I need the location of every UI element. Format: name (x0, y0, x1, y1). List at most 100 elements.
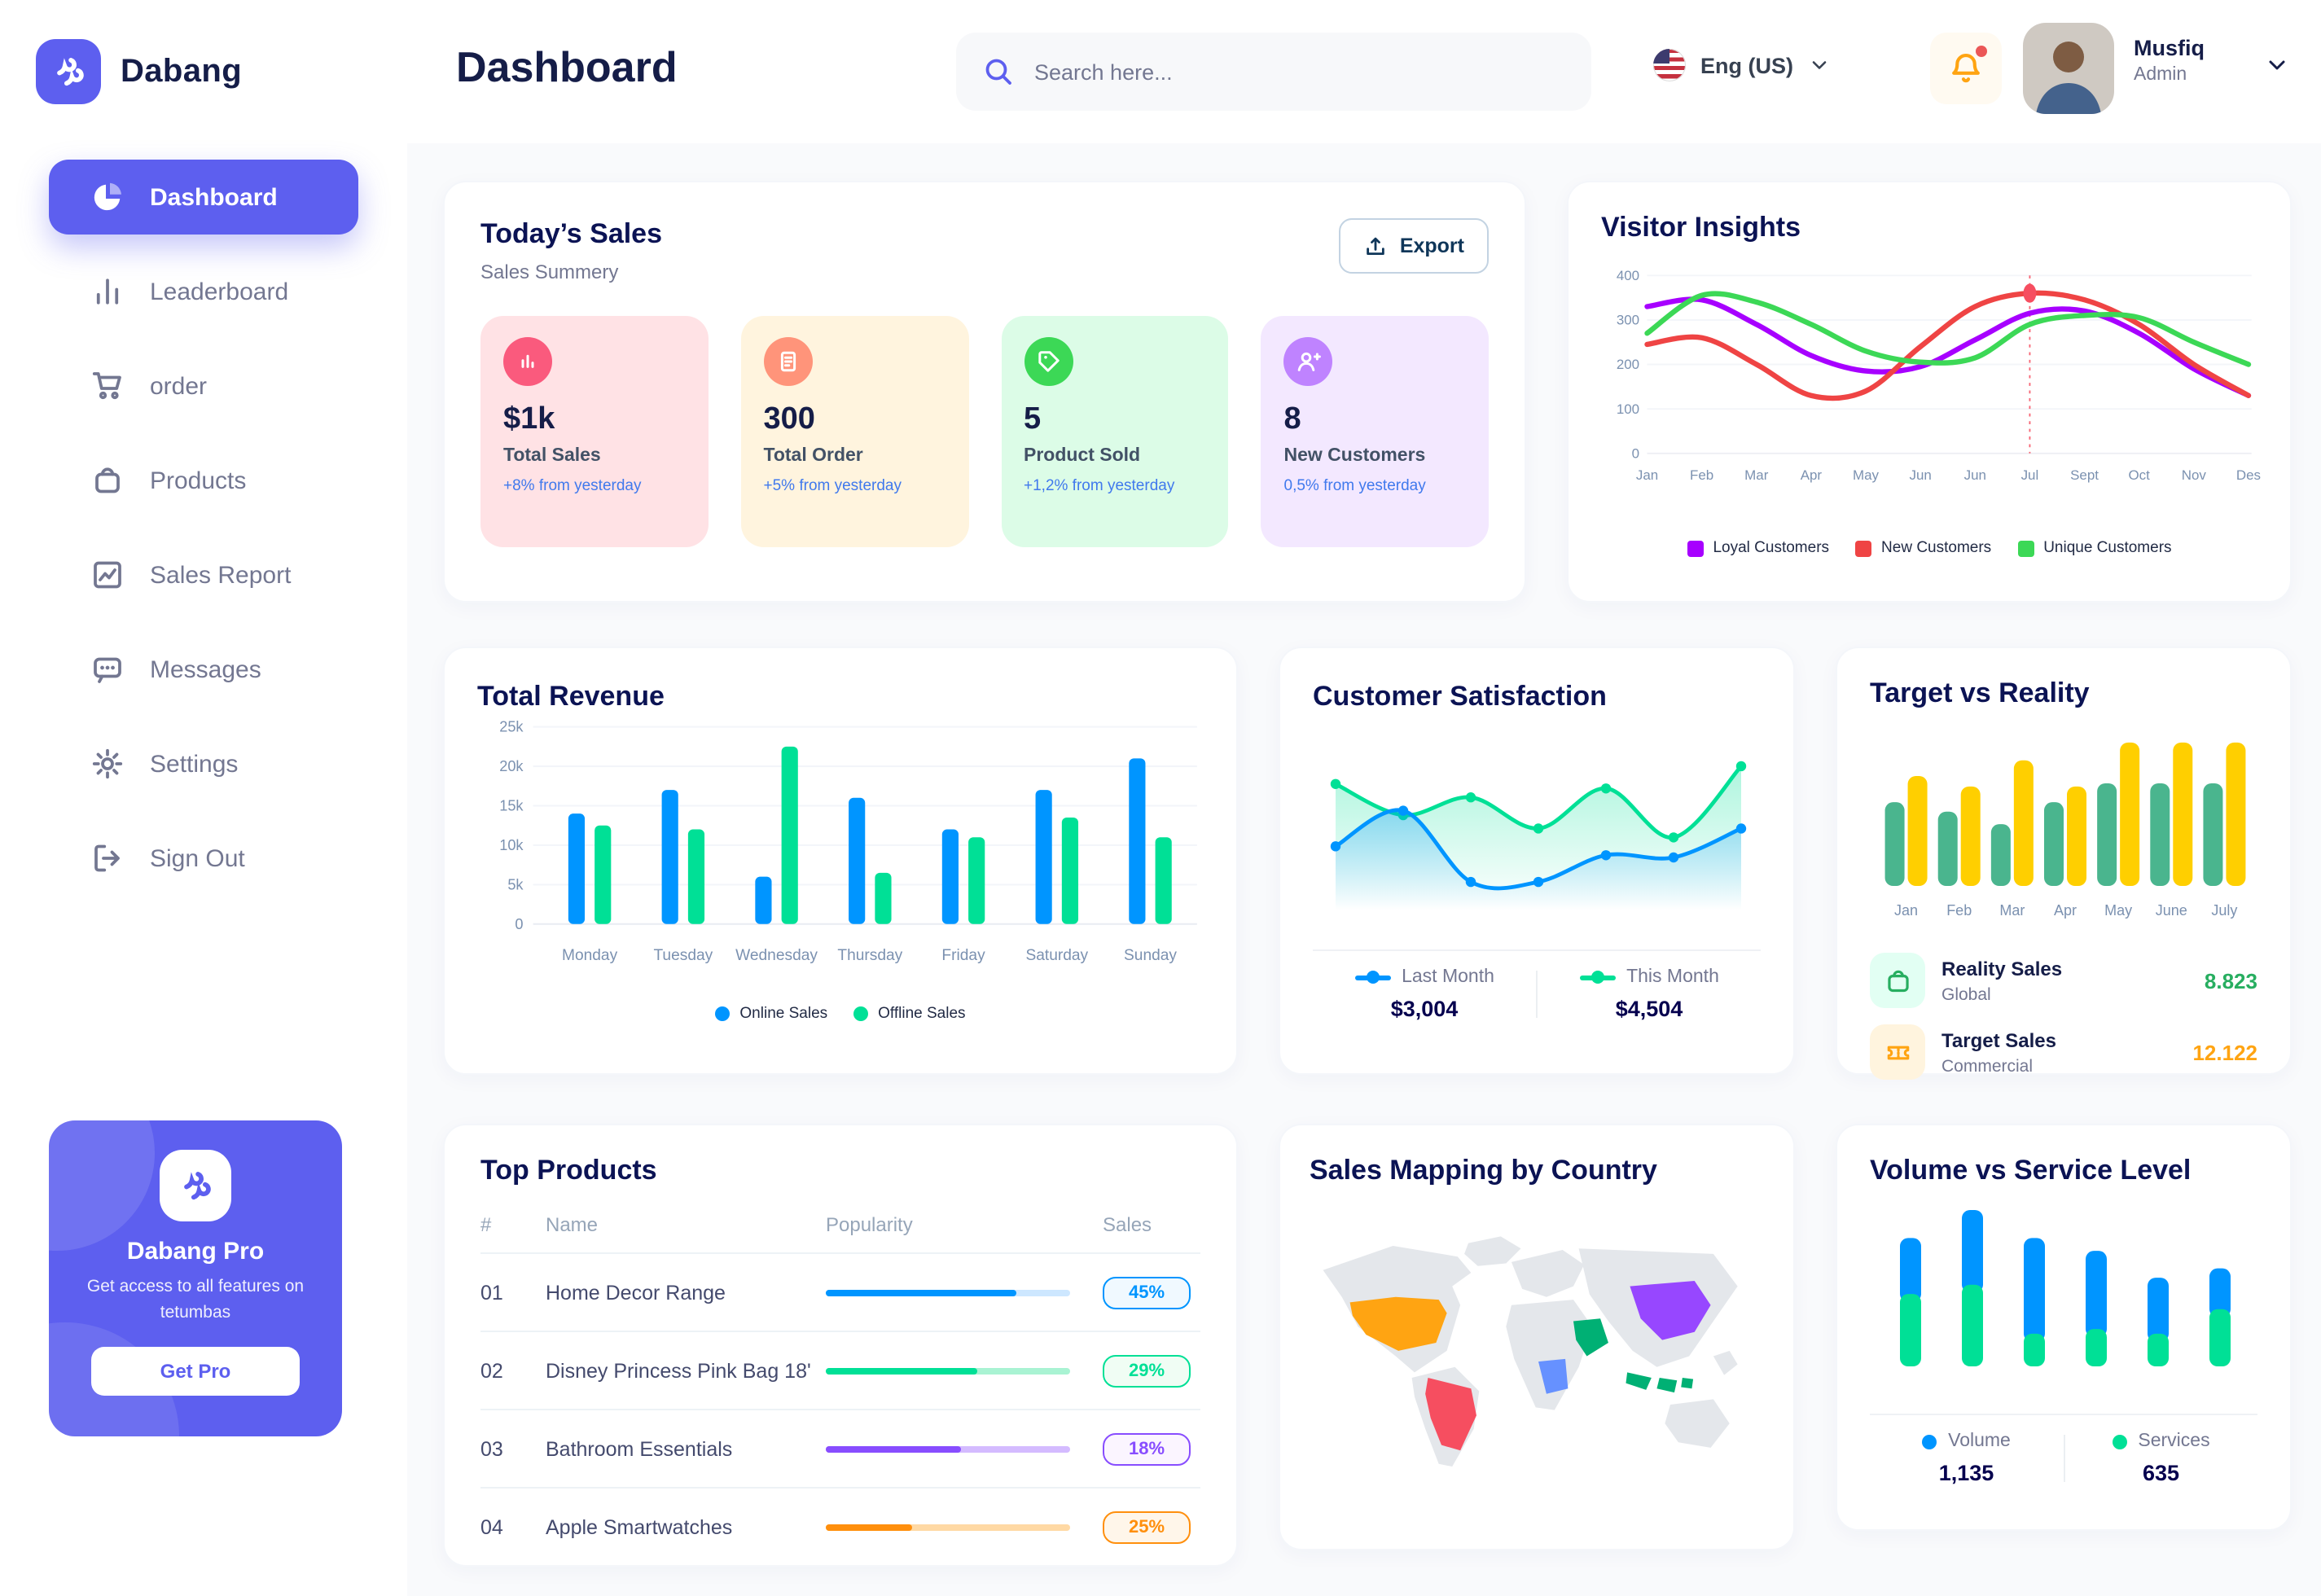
sidebar-item-sales-report[interactable]: Sales Report (49, 537, 358, 612)
map-country-china[interactable] (1630, 1280, 1711, 1340)
popularity-bar (826, 1524, 1070, 1530)
svg-text:Mar: Mar (1999, 902, 2025, 919)
svg-text:Jul: Jul (2021, 467, 2039, 483)
product-name: Bathroom Essentials (546, 1410, 826, 1489)
product-num: 03 (480, 1410, 546, 1489)
summary-label: New Customers (1283, 446, 1426, 466)
map-country-brazil[interactable] (1425, 1377, 1476, 1451)
svg-text:0: 0 (515, 916, 523, 932)
map-country-indonesia[interactable] (1656, 1377, 1678, 1393)
legend-swatch (1922, 1434, 1937, 1449)
pie-chart-icon (91, 181, 124, 213)
column-header-name: Name (546, 1204, 826, 1254)
svg-text:Tuesday: Tuesday (653, 947, 713, 964)
cart-icon (91, 370, 124, 402)
legend-value: 12.122 (2192, 1040, 2257, 1064)
svg-text:Saturday: Saturday (1025, 947, 1088, 964)
svg-text:Thursday: Thursday (837, 947, 902, 964)
pro-upgrade-card: Dabang Pro Get access to all features on… (49, 1120, 342, 1436)
sidebar-item-label: Leaderboard (150, 278, 289, 305)
customer-satisfaction-card: Customer Satisfaction Last Month $3,004 Th… (1279, 647, 1795, 1075)
svg-text:Jun: Jun (1964, 467, 1986, 483)
language-label: Eng (US) (1700, 53, 1793, 77)
volume-vs-service-title: Volume vs Service Level (1870, 1155, 2192, 1186)
map-country-usa[interactable] (1349, 1296, 1447, 1351)
sidebar-item-label: Dashboard (150, 183, 278, 211)
legend-label: Last Month (1402, 967, 1494, 987)
map-country-saudi[interactable] (1573, 1318, 1608, 1357)
sidebar-item-settings[interactable]: Settings (49, 726, 358, 801)
map-land (1464, 1236, 1521, 1266)
notifications-button[interactable] (1930, 33, 2002, 104)
svg-text:400: 400 (1617, 268, 1639, 283)
svg-text:0: 0 (1632, 445, 1639, 461)
sidebar-item-messages[interactable]: Messages (49, 632, 358, 707)
language-selector[interactable]: Eng (US) (1653, 49, 1831, 81)
summary-card-new-customers: 8 New Customers 0,5% from yesterday (1261, 316, 1489, 547)
svg-text:10k: 10k (499, 837, 524, 853)
chevron-down-icon[interactable] (2264, 52, 2290, 78)
gear-icon (91, 748, 124, 780)
svg-text:Monday: Monday (562, 947, 618, 964)
svg-text:15k: 15k (499, 798, 524, 814)
user-menu[interactable]: Musfiq Admin (2134, 36, 2205, 85)
page-title: Dashboard (456, 42, 678, 91)
product-row-02[interactable]: 02 Disney Princess Pink Bag 18' 29% (480, 1331, 1200, 1410)
map-country-congo[interactable] (1538, 1358, 1569, 1394)
legend-row-reality-sales: Reality Sales Global 8.823 (1870, 953, 2257, 1008)
product-row-04[interactable]: 04 Apple Smartwatches 25% (480, 1488, 1200, 1565)
product-name: Home Decor Range (546, 1253, 826, 1332)
legend-label: This Month (1626, 967, 1719, 987)
sales-badge: 18% (1103, 1432, 1191, 1465)
sidebar-item-label: Sign Out (150, 844, 245, 872)
map-country-indonesia[interactable] (1681, 1377, 1694, 1389)
target-vs-reality-chart: Jan Feb Mar Apr May June July (1884, 742, 2246, 919)
world-map (1323, 1236, 1738, 1467)
legend-item-last-month: Last Month $3,004 (1313, 967, 1536, 1021)
export-button[interactable]: Export (1339, 218, 1489, 274)
sign-out-icon (91, 842, 124, 875)
legend-item-loyal-customers: Loyal Customers (1687, 539, 1829, 557)
sidebar-item-dashboard[interactable]: Dashboard (49, 160, 358, 235)
legend-marker (1354, 971, 1391, 984)
order-receipt-icon (763, 337, 813, 386)
legend-label: Unique Customers (2043, 539, 2172, 557)
summary-delta: +1,2% from yesterday (1024, 477, 1175, 495)
shopping-bag-icon (1870, 953, 1925, 1008)
total-revenue-card: Total Revenue 0 5k 10k 15k 20k 25k Monday Tuesd… (443, 647, 1238, 1075)
product-row-01[interactable]: 01 Home Decor Range 45% (480, 1253, 1200, 1332)
summary-label: Product Sold (1024, 446, 1141, 466)
legend-item-new-customers: New Customers (1855, 539, 1991, 557)
top-products-title: Top Products (480, 1155, 657, 1186)
volume-vs-service-card: Volume vs Service Level Volume 1,135 Servi… (1836, 1124, 2292, 1531)
column-header-sales: Sales (1103, 1204, 1200, 1254)
summary-value: 8 (1283, 402, 1301, 436)
svg-text:25k: 25k (499, 719, 524, 735)
legend-item-volume: Volume 1,135 (1870, 1432, 2063, 1485)
sidebar: Dabang Dashboard Leaderboard order Products… (0, 0, 407, 1596)
sidebar-nav: Dashboard Leaderboard order Products Sales R… (0, 160, 407, 896)
sidebar-item-label: Settings (150, 750, 239, 778)
legend-value: 1,135 (1938, 1461, 1994, 1485)
target-vs-reality-title: Target vs Reality (1870, 677, 2090, 708)
customer-satisfaction-title: Customer Satisfaction (1313, 681, 1607, 712)
sidebar-item-sign-out[interactable]: Sign Out (49, 821, 358, 896)
get-pro-button[interactable]: Get Pro (91, 1346, 300, 1395)
brand: Dabang (0, 0, 407, 104)
search-box (956, 33, 1591, 111)
sidebar-item-order[interactable]: order (49, 349, 358, 423)
sidebar-item-label: Products (150, 467, 247, 494)
sidebar-item-products[interactable]: Products (49, 443, 358, 518)
product-row-03[interactable]: 03 Bathroom Essentials 18% (480, 1410, 1200, 1489)
search-input[interactable] (1031, 58, 1526, 86)
map-country-indonesia[interactable] (1626, 1372, 1652, 1390)
sales-mapping-title: Sales Mapping by Country (1310, 1155, 1657, 1186)
summary-delta: +5% from yesterday (763, 477, 902, 495)
total-revenue-legend: Online Sales Offline Sales (477, 1005, 1204, 1023)
svg-text:May: May (2104, 902, 2132, 919)
product-name: Disney Princess Pink Bag 18' (546, 1331, 826, 1410)
svg-text:20k: 20k (499, 758, 524, 774)
sidebar-item-leaderboard[interactable]: Leaderboard (49, 254, 358, 329)
avatar[interactable] (2023, 23, 2114, 114)
message-icon (91, 653, 124, 686)
